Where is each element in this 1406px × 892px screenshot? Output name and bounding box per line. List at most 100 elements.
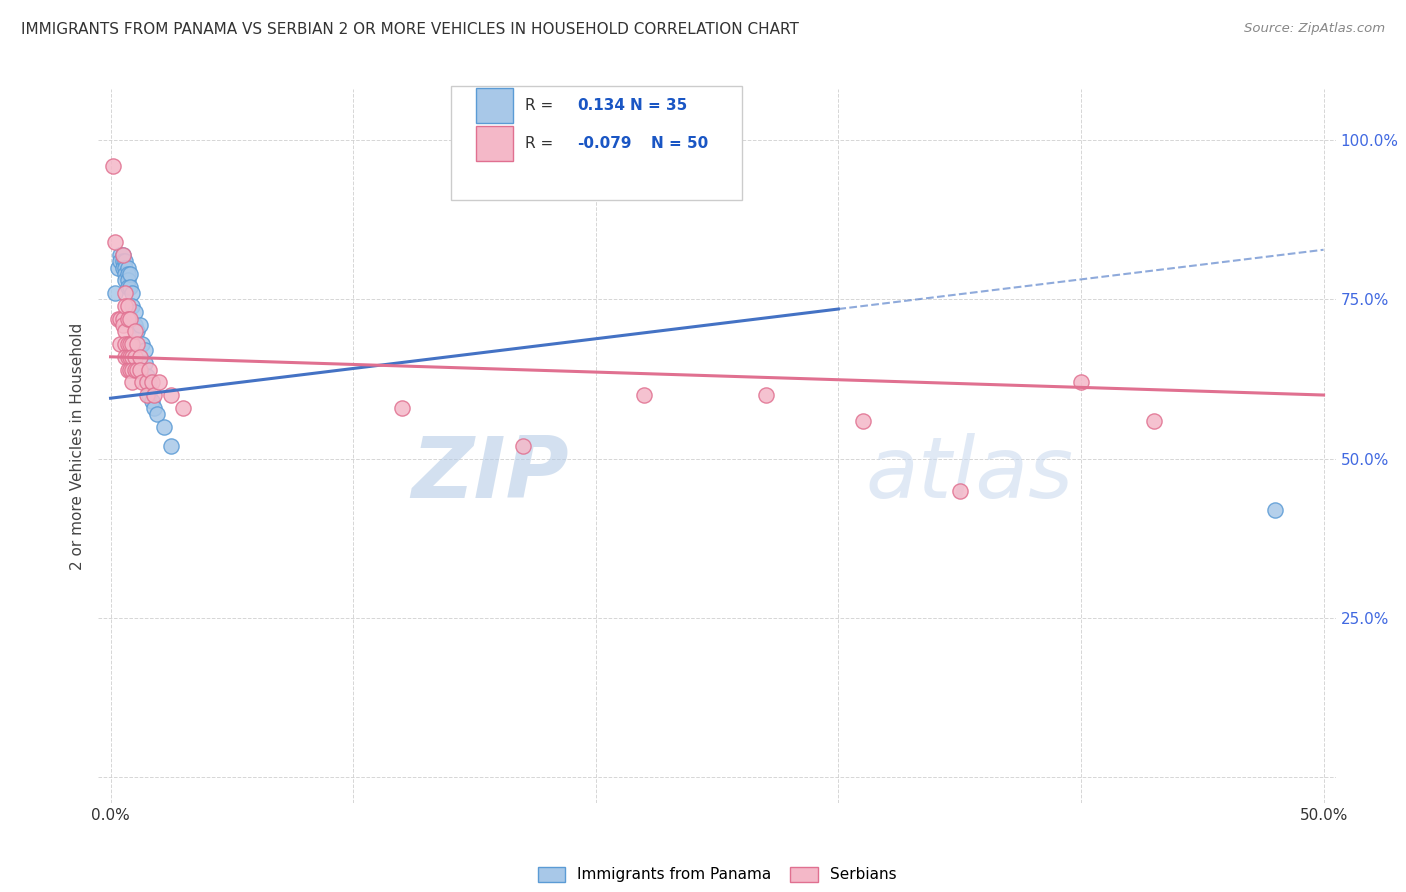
Point (124, 350, 146, 364)
Point (121, 376, 143, 390)
Text: 0.134: 0.134 (578, 98, 626, 113)
Point (118, 362, 141, 376)
Text: N = 50: N = 50 (651, 136, 709, 151)
FancyBboxPatch shape (475, 88, 513, 123)
Point (143, 388, 166, 402)
Point (124, 324, 146, 338)
Point (104, 286, 127, 301)
Point (110, 254, 132, 268)
Point (136, 368, 159, 383)
Point (114, 267, 136, 281)
Point (153, 420, 176, 434)
Legend: Immigrants from Panama, Serbians: Immigrants from Panama, Serbians (531, 861, 903, 888)
Point (148, 376, 170, 390)
Point (107, 311, 129, 326)
Point (114, 286, 136, 301)
Point (160, 439, 183, 453)
Point (138, 376, 160, 390)
Text: N = 35: N = 35 (630, 98, 688, 113)
Point (111, 318, 134, 332)
Point (127, 324, 149, 338)
Point (118, 337, 141, 351)
Text: -0.079: -0.079 (578, 136, 631, 151)
Point (114, 350, 136, 364)
Point (114, 324, 136, 338)
Point (114, 299, 136, 313)
Point (1143, 413, 1166, 427)
Point (949, 483, 972, 498)
Point (131, 337, 153, 351)
Text: Source: ZipAtlas.com: Source: ZipAtlas.com (1244, 22, 1385, 36)
Point (852, 413, 875, 427)
Point (114, 273, 136, 287)
Text: IMMIGRANTS FROM PANAMA VS SERBIAN 2 OR MORE VEHICLES IN HOUSEHOLD CORRELATION CH: IMMIGRANTS FROM PANAMA VS SERBIAN 2 OR M… (21, 22, 799, 37)
Point (114, 254, 136, 268)
Point (114, 337, 136, 351)
Point (124, 318, 146, 332)
Point (118, 267, 141, 281)
Point (512, 439, 534, 453)
Point (1264, 502, 1286, 516)
Point (121, 362, 143, 376)
Point (131, 376, 153, 390)
Point (633, 388, 655, 402)
Point (1070, 376, 1092, 390)
Point (141, 394, 163, 409)
Point (117, 311, 139, 326)
Point (117, 350, 139, 364)
Point (111, 254, 134, 268)
Point (117, 267, 139, 281)
Point (755, 388, 778, 402)
Point (117, 260, 139, 275)
Point (141, 376, 163, 390)
Point (128, 362, 150, 376)
Point (134, 343, 156, 358)
Point (118, 311, 141, 326)
Point (391, 401, 413, 415)
Point (124, 362, 146, 376)
Y-axis label: 2 or more Vehicles in Household: 2 or more Vehicles in Household (70, 322, 86, 570)
Point (111, 248, 134, 262)
Point (121, 299, 143, 313)
FancyBboxPatch shape (475, 127, 513, 161)
Point (111, 248, 134, 262)
Point (104, 235, 127, 249)
Point (110, 311, 132, 326)
Point (110, 337, 132, 351)
Text: ZIP: ZIP (411, 433, 568, 516)
Point (143, 401, 166, 415)
Point (110, 248, 132, 262)
Point (138, 362, 160, 376)
Text: R =: R = (526, 136, 554, 151)
Point (121, 350, 143, 364)
Point (117, 362, 139, 376)
Point (117, 273, 139, 287)
Point (138, 388, 160, 402)
Point (128, 318, 150, 332)
Point (118, 279, 141, 293)
Text: R =: R = (526, 98, 554, 113)
Point (172, 401, 194, 415)
Point (127, 362, 149, 376)
Point (121, 286, 143, 301)
Point (107, 260, 129, 275)
Point (111, 311, 134, 326)
FancyBboxPatch shape (451, 86, 742, 200)
Point (160, 388, 183, 402)
Point (117, 337, 139, 351)
Point (136, 376, 159, 390)
Point (134, 356, 156, 370)
Point (114, 260, 136, 275)
Point (124, 305, 146, 319)
Point (136, 388, 159, 402)
Point (118, 350, 141, 364)
Point (117, 299, 139, 313)
Point (127, 337, 149, 351)
Text: atlas: atlas (866, 433, 1074, 516)
Point (121, 337, 143, 351)
Point (117, 279, 139, 293)
Point (101, 159, 124, 173)
Point (145, 407, 167, 421)
Point (111, 260, 134, 275)
Point (128, 350, 150, 364)
